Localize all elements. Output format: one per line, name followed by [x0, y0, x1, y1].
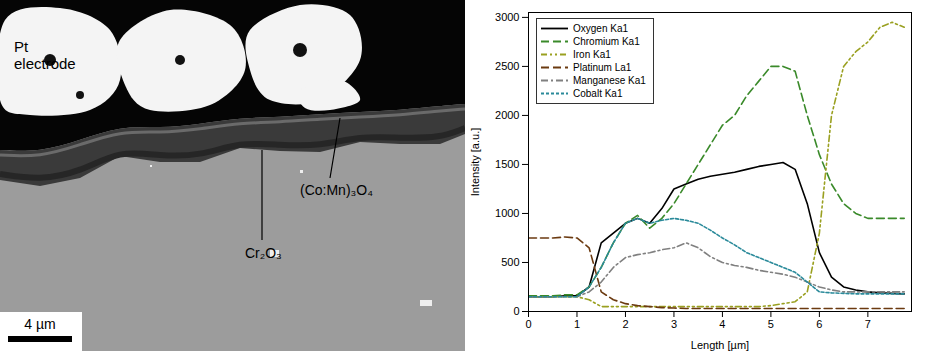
svg-text:4 µm: 4 µm [24, 316, 55, 332]
svg-text:0: 0 [525, 318, 531, 330]
svg-text:4: 4 [719, 318, 725, 330]
svg-text:1: 1 [574, 318, 580, 330]
svg-text:1000: 1000 [495, 207, 519, 219]
svg-text:Chromium Ka1: Chromium Ka1 [573, 36, 640, 47]
svg-text:Oxygen Ka1: Oxygen Ka1 [573, 23, 628, 34]
svg-text:2: 2 [622, 318, 628, 330]
svg-text:5: 5 [768, 318, 774, 330]
svg-text:Length [µm]: Length [µm] [691, 339, 749, 351]
svg-text:3: 3 [671, 318, 677, 330]
svg-text:Platinum La1: Platinum La1 [573, 62, 632, 73]
svg-text:500: 500 [501, 256, 519, 268]
svg-text:Cr₂O₃: Cr₂O₃ [245, 245, 282, 261]
svg-text:Manganese Ka1: Manganese Ka1 [573, 75, 646, 86]
svg-text:electrode: electrode [14, 55, 76, 72]
svg-text:(Co:Mn)₃O₄: (Co:Mn)₃O₄ [300, 182, 373, 198]
svg-text:Intensity [a.u.]: Intensity [a.u.] [469, 128, 481, 196]
svg-text:Iron Ka1: Iron Ka1 [573, 49, 611, 60]
svg-text:6: 6 [816, 318, 822, 330]
svg-text:2000: 2000 [495, 109, 519, 121]
svg-text:7: 7 [865, 318, 871, 330]
svg-text:2500: 2500 [495, 60, 519, 72]
svg-text:Pt: Pt [14, 38, 29, 55]
svg-text:3000: 3000 [495, 11, 519, 23]
svg-text:Cobalt Ka1: Cobalt Ka1 [573, 88, 623, 99]
svg-text:0: 0 [513, 305, 519, 317]
svg-text:1500: 1500 [495, 158, 519, 170]
